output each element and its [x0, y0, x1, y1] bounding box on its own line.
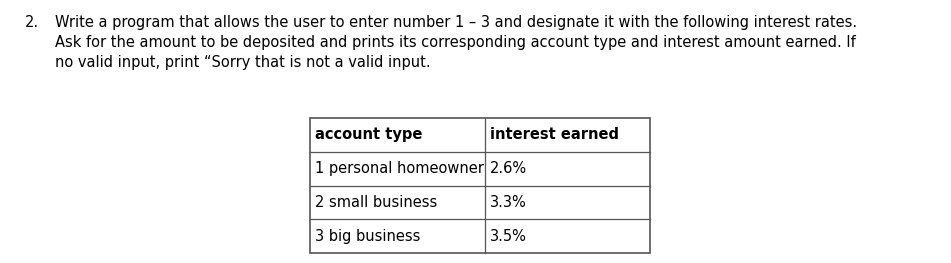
Text: 2.6%: 2.6% — [490, 161, 527, 176]
Text: 2.: 2. — [25, 15, 39, 30]
Text: 3 big business: 3 big business — [315, 229, 420, 244]
Text: interest earned: interest earned — [490, 127, 619, 142]
Text: no valid input, print “Sorry that is not a valid input.: no valid input, print “Sorry that is not… — [55, 55, 431, 70]
Text: account type: account type — [315, 127, 422, 142]
Text: Ask for the amount to be deposited and prints its corresponding account type and: Ask for the amount to be deposited and p… — [55, 35, 856, 50]
Text: 3.3%: 3.3% — [490, 195, 527, 210]
Text: 2 small business: 2 small business — [315, 195, 437, 210]
Text: Write a program that allows the user to enter number 1 – 3 and designate it with: Write a program that allows the user to … — [55, 15, 857, 30]
Text: 3.5%: 3.5% — [490, 229, 527, 244]
Text: 1 personal homeowner: 1 personal homeowner — [315, 161, 484, 176]
